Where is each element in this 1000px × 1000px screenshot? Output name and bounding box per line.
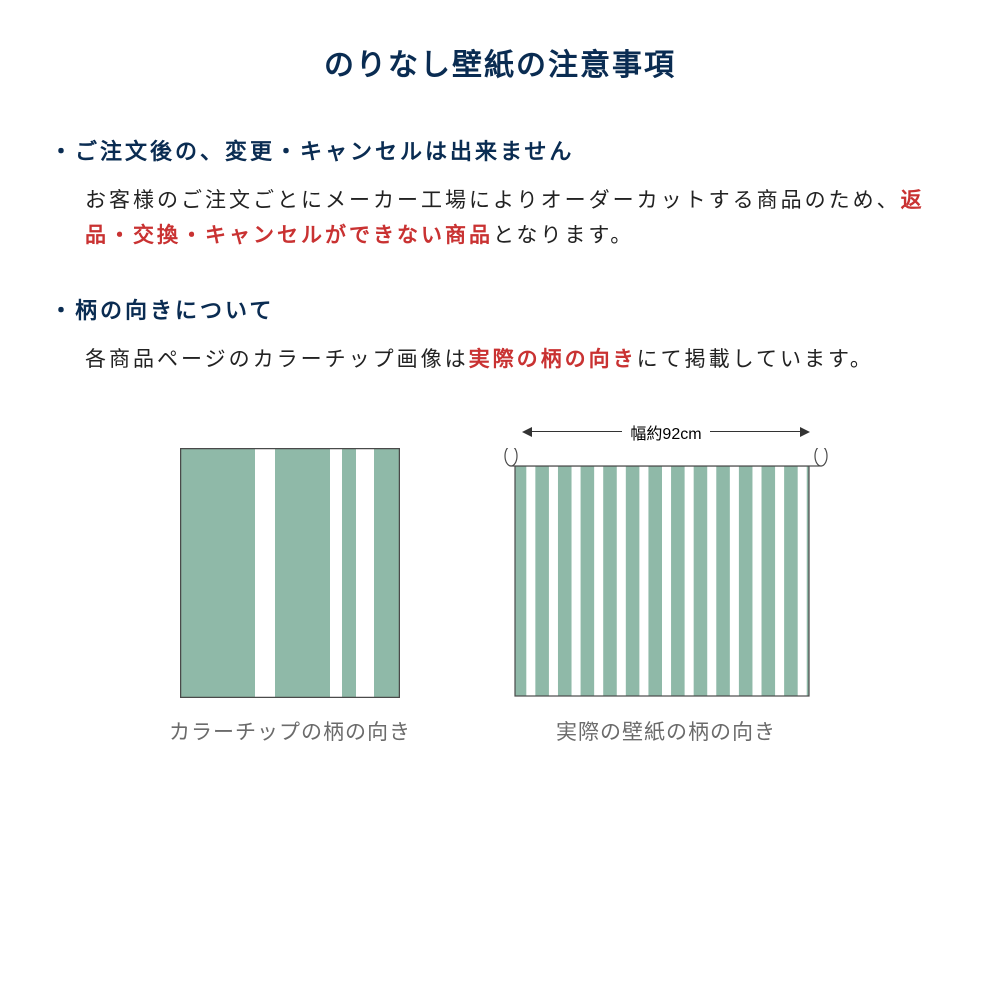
section1-body: お客様のご注文ごとにメーカー工場によりオーダーカットする商品のため、返品・交換・… bbox=[85, 184, 950, 253]
section1-body-post: となります。 bbox=[493, 224, 634, 247]
section2-heading: ・柄の向きについて bbox=[50, 293, 950, 325]
section-cancellation: ・ご注文後の、変更・キャンセルは出来ません お客様のご注文ごとにメーカー工場によ… bbox=[50, 134, 950, 253]
section2-highlight: 実際の柄の向き bbox=[469, 348, 637, 371]
color-chip-illustration bbox=[180, 448, 400, 698]
arrow-line-right bbox=[710, 431, 800, 432]
width-arrow: 幅約92cm bbox=[506, 420, 826, 444]
section2-body-post: にて掲載しています。 bbox=[637, 348, 874, 371]
right-caption: 実際の壁紙の柄の向き bbox=[556, 716, 776, 746]
section2-body: 各商品ページのカラーチップ画像は実際の柄の向きにて掲載しています。 bbox=[85, 343, 950, 378]
arrow-left-icon bbox=[522, 427, 532, 437]
wallpaper-roll-illustration bbox=[501, 448, 831, 698]
diagram-left: カラーチップの柄の向き bbox=[169, 418, 411, 746]
diagram-row: カラーチップの柄の向き 幅約92cm 実際の壁紙の柄の向き bbox=[50, 418, 950, 746]
section-pattern-direction: ・柄の向きについて 各商品ページのカラーチップ画像は実際の柄の向きにて掲載してい… bbox=[50, 293, 950, 378]
section2-body-pre: 各商品ページのカラーチップ画像は bbox=[85, 348, 469, 371]
left-caption: カラーチップの柄の向き bbox=[169, 716, 411, 746]
arrow-right-icon bbox=[800, 427, 810, 437]
section1-heading: ・ご注文後の、変更・キャンセルは出来ません bbox=[50, 134, 950, 166]
arrow-line-left bbox=[532, 431, 622, 432]
width-label: 幅約92cm bbox=[630, 420, 701, 444]
page-title: のりなし壁紙の注意事項 bbox=[50, 40, 950, 84]
section1-body-pre: お客様のご注文ごとにメーカー工場によりオーダーカットする商品のため、 bbox=[85, 189, 901, 212]
diagram-right: 幅約92cm 実際の壁紙の柄の向き bbox=[501, 420, 831, 746]
